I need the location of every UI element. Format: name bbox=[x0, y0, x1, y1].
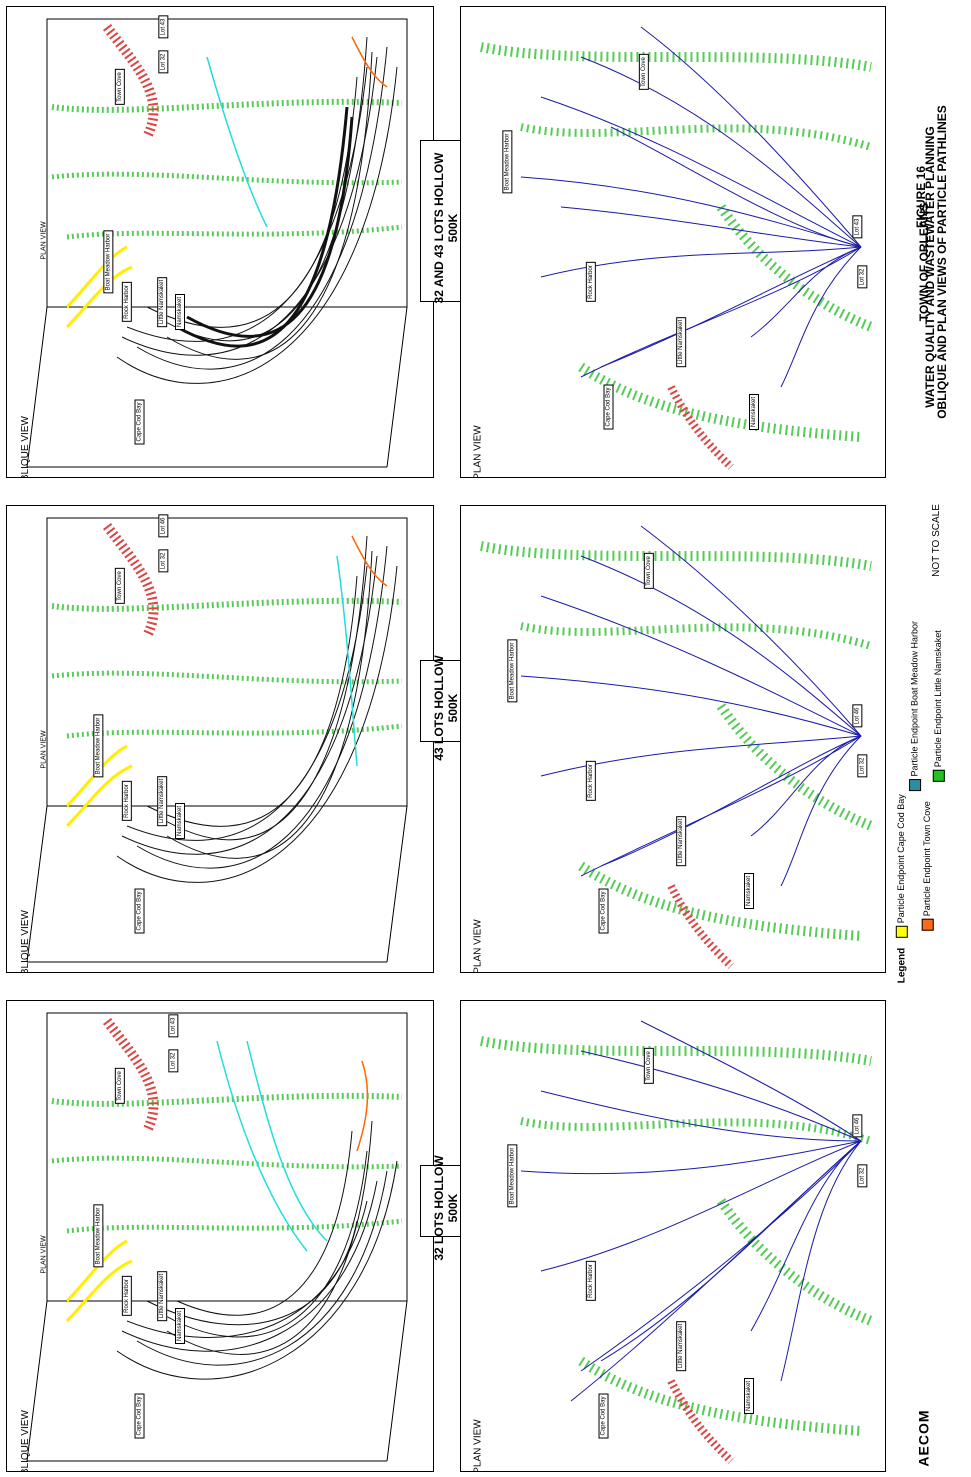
plan-panel-32: PLAN VIEW Cape Cod Bay Namskaket Little … bbox=[460, 1000, 886, 1472]
label-rock-harbor-32-43: Rock Harbor bbox=[121, 282, 132, 322]
legend-title: Legend bbox=[896, 947, 908, 984]
legend-swatch-boat-meadow bbox=[909, 779, 922, 792]
plan-label-cape-cod-bay-43: Cape Cod Bay bbox=[598, 888, 609, 934]
label-little-namskaket: Little Namskaket bbox=[157, 1270, 168, 1322]
plan-pathlines-43 bbox=[480, 525, 873, 969]
legend-swatch-cape-cod-bay bbox=[895, 925, 908, 938]
figure-title-block: FIGURE 16 TOWN OF ORLEANS WATER QUALITY … bbox=[880, 0, 971, 500]
label-lot-43-32-43: Lot 43 bbox=[158, 15, 169, 39]
plan-panel-43: PLAN VIEW Cape Cod Bay Namskaket Little … bbox=[460, 505, 886, 973]
plan-label-little-namskaket: Little Namskaket bbox=[676, 1320, 687, 1372]
legend-swatch-little-namskaket bbox=[932, 769, 945, 782]
label-lot-32-43: Lot 32 bbox=[158, 549, 169, 573]
plan-view-label-32-43: PLAN VIEW bbox=[472, 425, 484, 478]
plan-label-boat-meadow-32-43: Boat Meadow Harbor bbox=[502, 130, 513, 194]
label-lot-32: Lot 32 bbox=[168, 1049, 179, 1073]
label-little-namskaket-43: Little Namskaket bbox=[157, 775, 168, 827]
column-title-32-line1: 32 LOTS HOLLOW bbox=[432, 1155, 446, 1261]
label-cape-cod-bay-32-43: Cape Cod Bay bbox=[134, 399, 145, 445]
oblique-panel-32: OBLIQUE VIEW PLAN VIEW Cape Cod Bay Rock… bbox=[6, 1000, 434, 1472]
plan-label-town-cove-43: Town Cove bbox=[643, 553, 654, 589]
plan-label-town-cove: Town Cove bbox=[643, 1048, 654, 1084]
oblique-panel-32-43: OBLIQUE VIEW PLAN VIEW Cape Cod Bay Rock… bbox=[6, 6, 434, 478]
legend-item-boat-meadow: Particle Endpoint Boat Meadow Harbor bbox=[909, 620, 922, 792]
label-town-cove-32-43: Town Cove bbox=[114, 69, 125, 105]
label-namskaket-43: Namskaket bbox=[175, 802, 186, 840]
label-rock-harbor-43: Rock Harbor bbox=[121, 781, 132, 821]
plan-label-cape-cod-bay: Cape Cod Bay bbox=[598, 1393, 609, 1439]
plan-view-small-label-32-43: PLAN VIEW bbox=[40, 221, 48, 260]
label-boat-meadow: Boat Meadow Harbor bbox=[93, 1204, 104, 1268]
column-title-32-43-line1: 32 AND 43 LOTS HOLLOW bbox=[432, 152, 446, 304]
plan-label-rock-harbor: Rock Harbor bbox=[585, 1261, 596, 1301]
plan-label-lot-46: Lot 46 bbox=[852, 1114, 863, 1138]
plan-label-namskaket-32-43: Namskaket bbox=[749, 393, 760, 431]
column-title-32-43-line2: 500K bbox=[446, 213, 460, 243]
plan-label-lot-32: Lot 32 bbox=[857, 1164, 868, 1188]
oblique-view-label-32-43: OBLIQUE VIEW bbox=[19, 416, 31, 478]
figure-line3: OBLIQUE AND PLAN VIEWS OF PARTICLE PATHL… bbox=[934, 105, 949, 419]
plan-view-small-label-43: PLAN VIEW bbox=[40, 730, 48, 769]
plan-label-lot-32-43: Lot 32 bbox=[857, 754, 868, 778]
plan-pathlines-32-43 bbox=[480, 26, 873, 470]
label-town-cove: Town Cove bbox=[114, 1068, 125, 1104]
plan-label-lot-32-32-43: Lot 32 bbox=[857, 265, 868, 289]
aecom-logo: AECOM bbox=[915, 1409, 932, 1467]
plan-label-boat-meadow: Boat Meadow Harbor bbox=[507, 1144, 518, 1208]
oblique-pathlines-43 bbox=[26, 517, 408, 963]
label-boat-meadow-43: Boat Meadow Harbor bbox=[93, 714, 104, 778]
label-lot-46-43: Lot 46 bbox=[158, 514, 169, 538]
plan-label-lot-46-43: Lot 46 bbox=[852, 704, 863, 728]
plan-view-label: PLAN VIEW bbox=[472, 1419, 484, 1472]
legend-label-little-namskaket: Particle Endpoint Little Namskaket bbox=[933, 630, 944, 768]
label-namskaket-32-43: Namskaket bbox=[175, 293, 186, 331]
legend-item-cape-cod-bay: Particle Endpoint Cape Cod Bay bbox=[895, 794, 908, 938]
legend: Legend Particle Endpoint Cape Cod Bay Pa… bbox=[890, 621, 970, 1000]
plan-label-lot-43-32-43: Lot 43 bbox=[852, 215, 863, 239]
legend-item-little-namskaket: Particle Endpoint Little Namskaket bbox=[932, 630, 945, 782]
plan-label-boat-meadow-43: Boat Meadow Harbor bbox=[507, 639, 518, 703]
plan-label-town-cove-32-43: Town Cove bbox=[638, 54, 649, 90]
oblique-view-label-43: OBLIQUE VIEW bbox=[19, 910, 31, 973]
plan-label-namskaket: Namskaket bbox=[744, 1377, 755, 1415]
oblique-view-label: OBLIQUE VIEW bbox=[19, 1410, 31, 1472]
legend-label-town-cove: Particle Endpoint Town Cove bbox=[922, 801, 933, 917]
label-town-cove-43: Town Cove bbox=[114, 568, 125, 604]
plan-label-little-namskaket-32-43: Little Namskaket bbox=[676, 316, 687, 368]
plan-view-label-43: PLAN VIEW bbox=[472, 919, 484, 973]
label-namskaket: Namskaket bbox=[175, 1307, 186, 1345]
legend-label-boat-meadow: Particle Endpoint Boat Meadow Harbor bbox=[909, 620, 920, 777]
oblique-panel-43: OBLIQUE VIEW PLAN VIEW Cape Cod Bay Rock… bbox=[6, 505, 434, 973]
column-title-43-line2: 500K bbox=[446, 693, 460, 723]
plan-label-rock-harbor-43: Rock Harbor bbox=[585, 761, 596, 801]
oblique-pathlines-32 bbox=[26, 1012, 408, 1462]
plan-view-small-label: PLAN VIEW bbox=[40, 1235, 48, 1274]
label-boat-meadow-32-43: Boat Meadow Harbor bbox=[103, 230, 114, 294]
plan-label-namskaket-43: Namskaket bbox=[744, 872, 755, 910]
plan-label-rock-harbor-32-43: Rock Harbor bbox=[585, 262, 596, 302]
plan-label-cape-cod-bay-32-43: Cape Cod Bay bbox=[603, 384, 614, 430]
plan-panel-32-43: PLAN VIEW Cape Cod Bay Namskaket Little … bbox=[460, 6, 886, 478]
plan-pathlines-32 bbox=[480, 1020, 873, 1464]
legend-item-town-cove: Particle Endpoint Town Cove bbox=[921, 801, 934, 931]
not-to-scale: NOT TO SCALE bbox=[930, 504, 942, 577]
legend-swatch-town-cove bbox=[921, 918, 934, 931]
plan-label-little-namskaket-43: Little Namskaket bbox=[676, 815, 687, 867]
column-title-43-line1: 43 LOTS HOLLOW bbox=[432, 655, 446, 761]
column-title-32-line2: 500K bbox=[446, 1193, 460, 1223]
label-cape-cod-bay-43: Cape Cod Bay bbox=[134, 888, 145, 934]
label-lot-32-32-43: Lot 32 bbox=[158, 50, 169, 74]
legend-label-cape-cod-bay: Particle Endpoint Cape Cod Bay bbox=[896, 794, 907, 924]
oblique-pathlines-32-43 bbox=[26, 18, 408, 468]
label-rock-harbor: Rock Harbor bbox=[121, 1276, 132, 1316]
label-little-namskaket-32-43: Little Namskaket bbox=[157, 276, 168, 328]
label-cape-cod-bay: Cape Cod Bay bbox=[134, 1393, 145, 1439]
label-lot-43: Lot 43 bbox=[168, 1014, 179, 1038]
